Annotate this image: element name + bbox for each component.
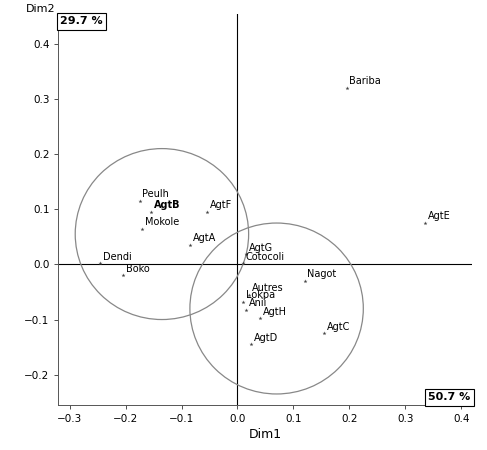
Text: Cotocoli: Cotocoli (246, 252, 285, 261)
Text: 29.7 %: 29.7 % (60, 16, 103, 26)
Text: Dendi: Dendi (103, 252, 132, 261)
Text: Bariba: Bariba (349, 76, 381, 86)
Text: Mokole: Mokole (145, 217, 179, 227)
Text: Anii: Anii (249, 298, 267, 308)
Text: AgtA: AgtA (193, 234, 216, 243)
Text: Dim2: Dim2 (26, 4, 56, 13)
Text: AgtF: AgtF (209, 200, 232, 210)
Text: Autres: Autres (251, 283, 283, 293)
Text: AgtH: AgtH (262, 307, 287, 317)
Text: 50.7 %: 50.7 % (429, 392, 471, 402)
Text: Peulh: Peulh (142, 189, 169, 199)
Text: AgtC: AgtC (327, 322, 350, 332)
X-axis label: Dim1: Dim1 (249, 428, 282, 441)
Text: Boko: Boko (126, 264, 150, 274)
Text: Nagot: Nagot (307, 269, 337, 279)
Text: AgtG: AgtG (249, 243, 273, 253)
Text: AgtE: AgtE (428, 212, 450, 221)
Text: AgtD: AgtD (254, 333, 279, 343)
Text: AgtB: AgtB (153, 200, 180, 210)
Text: Lokpa: Lokpa (246, 290, 275, 300)
